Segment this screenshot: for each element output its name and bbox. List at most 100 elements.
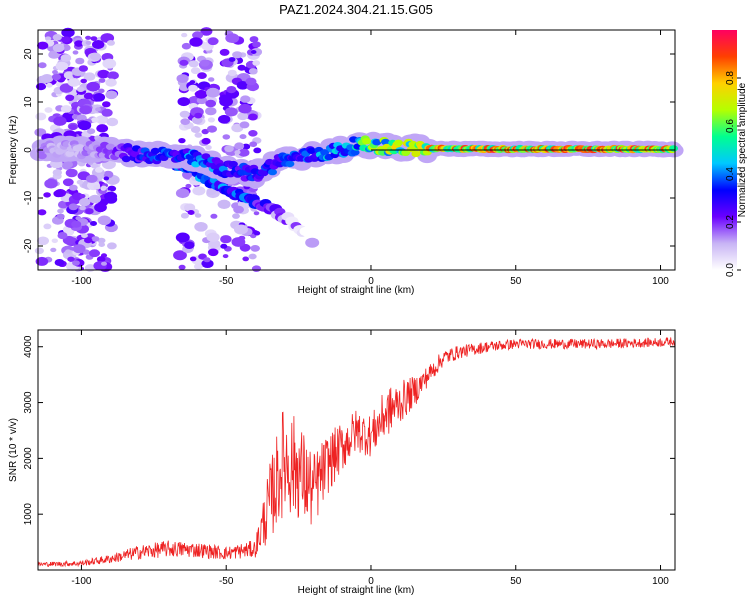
noise-cell <box>196 96 208 105</box>
noise-cell <box>35 256 49 266</box>
noise-cell <box>65 249 72 254</box>
colorbar-tick-label: 0.6 <box>725 119 736 133</box>
ridge-cell <box>105 143 115 150</box>
noise-cell <box>44 178 58 189</box>
noise-cell <box>237 64 246 71</box>
noise-cell <box>71 220 82 228</box>
noise-cell <box>194 132 203 138</box>
noise-cell <box>231 237 246 247</box>
noise-cell <box>226 86 237 94</box>
noise-cell <box>201 137 211 145</box>
noise-cell <box>103 170 114 179</box>
ridge-cell <box>394 139 403 146</box>
ridge-cell <box>320 149 330 156</box>
noise-cell <box>83 92 94 100</box>
noise-cell <box>187 210 194 215</box>
noise-cell <box>90 36 98 41</box>
x-tick-label: -50 <box>219 276 234 287</box>
noise-cell <box>107 185 117 192</box>
noise-cell <box>79 198 91 207</box>
noise-cell <box>76 179 84 185</box>
noise-cell <box>60 54 72 62</box>
noise-cell <box>178 138 186 144</box>
x-tick-label: 50 <box>510 576 522 587</box>
noise-cell <box>34 128 47 137</box>
noise-cell <box>232 213 240 219</box>
noise-cell <box>85 40 92 45</box>
spectrogram-y-label: Frequency (Hz) <box>8 116 19 185</box>
noise-cell <box>205 99 217 108</box>
noise-cell <box>194 263 203 270</box>
noise-cell <box>220 243 228 249</box>
noise-cell <box>238 103 252 114</box>
noise-cell <box>249 141 258 147</box>
branch-cell <box>305 237 320 248</box>
noise-cell <box>179 59 189 66</box>
noise-cell <box>219 48 230 56</box>
snr-y-label: SNR (10 * v/v) <box>8 418 19 482</box>
noise-cell <box>35 83 47 91</box>
noise-cell <box>240 95 251 103</box>
noise-cell <box>225 33 240 43</box>
colorbar-tick-label: 0.0 <box>725 263 736 277</box>
noise-cell <box>239 121 250 129</box>
noise-cell <box>101 261 107 266</box>
noise-cell <box>248 68 258 75</box>
noise-cell <box>234 224 248 235</box>
noise-cell <box>52 34 62 41</box>
noise-cell <box>195 89 208 99</box>
noise-cell <box>61 27 75 38</box>
ridge-cell <box>401 149 411 156</box>
noise-cell <box>96 256 106 263</box>
noise-cell <box>89 249 100 258</box>
noise-cell <box>238 148 250 157</box>
noise-cell <box>97 237 106 244</box>
noise-cell <box>34 247 45 255</box>
ridge-cell <box>362 138 372 145</box>
noise-cell <box>60 105 72 113</box>
snr-x-label: Height of straight line (km) <box>298 585 415 596</box>
noise-cell <box>90 221 97 226</box>
noise-cell <box>74 40 84 47</box>
noise-cell <box>101 185 107 190</box>
noise-cell <box>81 233 88 239</box>
noise-cell <box>93 93 106 102</box>
spectrogram-x-label: Height of straight line (km) <box>298 285 415 296</box>
snr-panel: -100 -50 0 50 100 1000 2000 3000 4000 Height of… <box>8 329 676 596</box>
snr-background <box>38 330 675 570</box>
noise-cell <box>91 163 99 169</box>
noise-cell <box>188 84 198 92</box>
noise-cell <box>48 50 60 59</box>
noise-cell <box>85 35 92 40</box>
noise-cell <box>190 67 201 75</box>
noise-cell <box>55 61 69 71</box>
noise-cell <box>208 77 215 82</box>
noise-cell <box>237 112 249 121</box>
noise-cell <box>102 101 111 108</box>
noise-cell <box>97 215 112 226</box>
noise-cell <box>79 205 86 211</box>
noise-cell <box>103 176 110 181</box>
ridge-cell <box>350 149 360 156</box>
ridge-cell <box>285 160 295 168</box>
noise-cell <box>57 232 68 240</box>
noise-cell <box>222 134 231 140</box>
noise-cell <box>184 241 195 249</box>
noise-cell <box>79 105 92 115</box>
noise-cell <box>97 69 110 79</box>
y-tick-label: -20 <box>23 238 34 253</box>
noise-cell <box>64 229 74 236</box>
noise-cell <box>102 58 117 69</box>
noise-cell <box>76 86 85 93</box>
noise-cell <box>236 81 249 90</box>
noise-cell <box>75 57 85 65</box>
noise-cell <box>52 43 65 53</box>
noise-cell <box>83 72 96 81</box>
y-tick-label: 0 <box>23 147 34 153</box>
x-tick-label: -50 <box>219 576 234 587</box>
x-tick-label: 0 <box>368 276 374 287</box>
snr-y-axis: 1000 2000 3000 4000 <box>23 335 675 525</box>
noise-cell <box>220 235 232 244</box>
